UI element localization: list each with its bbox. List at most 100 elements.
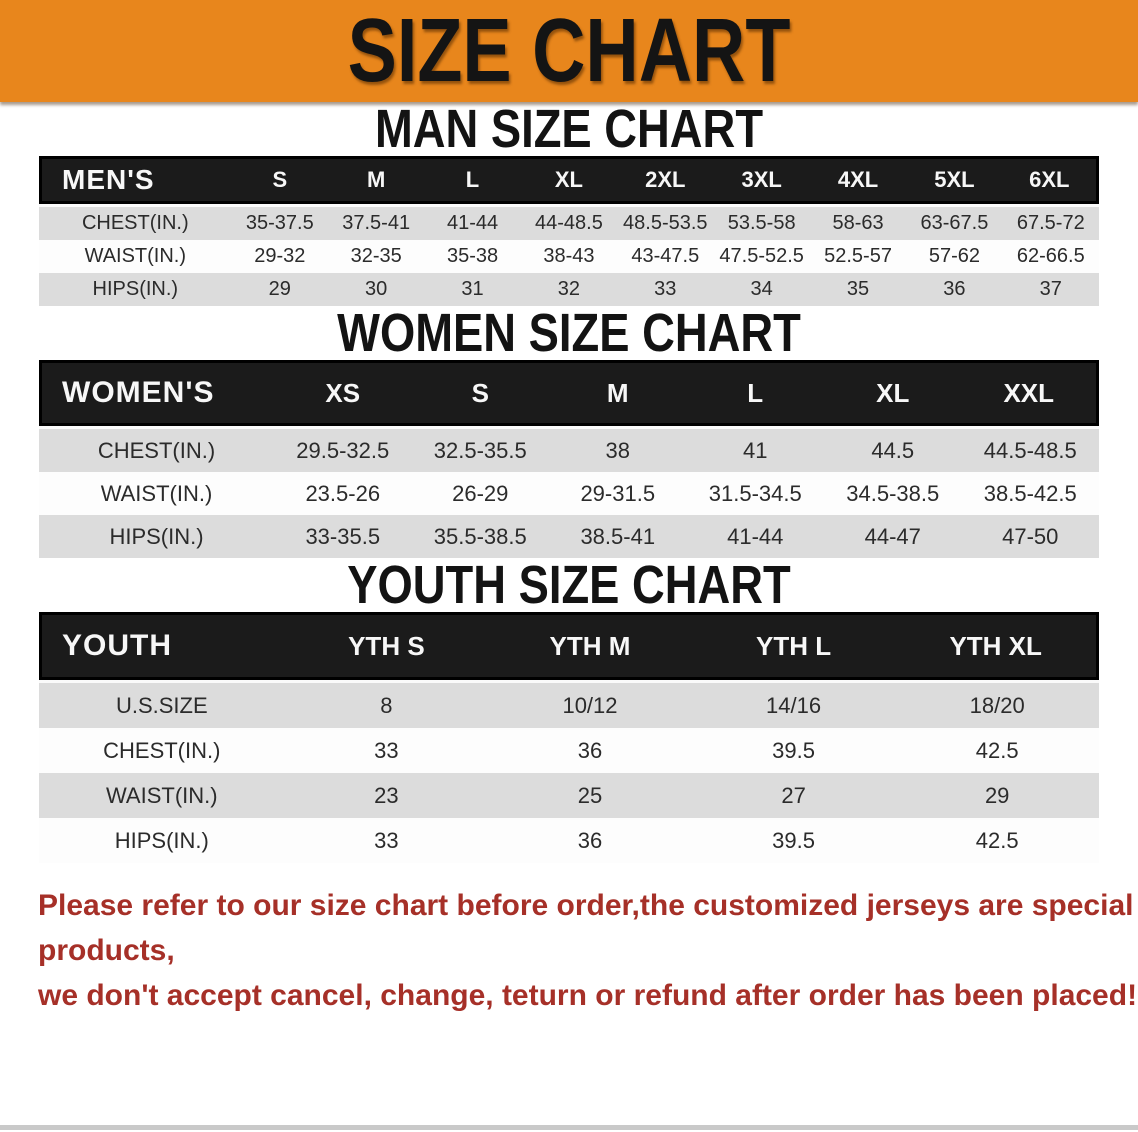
disclaimer-text: Please refer to our size chart before or…: [38, 883, 1138, 1018]
size-value-cell: 34: [713, 273, 810, 306]
table-row: CHEST(IN.) 33 36 39.5 42.5: [39, 728, 1099, 773]
size-value-cell: 41-44: [424, 204, 521, 240]
size-value-cell: 30: [327, 273, 425, 306]
table-row: HIPS(IN.) 33 36 39.5 42.5: [39, 818, 1099, 863]
size-value-cell: 47-50: [961, 515, 1099, 558]
size-value-cell: 37: [1002, 273, 1099, 306]
row-label: CHEST(IN.): [39, 204, 232, 240]
size-value-cell: 39.5: [691, 728, 896, 773]
size-value-cell: 44-48.5: [520, 204, 618, 240]
size-value-cell: 42.5: [895, 818, 1099, 863]
size-column-header: YTH S: [284, 612, 489, 680]
size-column-header: YTH XL: [895, 612, 1099, 680]
table-row: U.S.SIZE 8 10/12 14/16 18/20: [39, 680, 1099, 728]
size-column-header: S: [231, 156, 328, 204]
size-value-cell: 32.5-35.5: [411, 426, 549, 472]
size-value-cell: 35.5-38.5: [411, 515, 549, 558]
table-header-label: YOUTH: [39, 612, 285, 680]
row-label: WAIST(IN.): [39, 773, 285, 818]
size-column-header: 5XL: [906, 156, 1003, 204]
size-value-cell: 31.5-34.5: [686, 472, 824, 515]
row-label: U.S.SIZE: [39, 680, 285, 728]
table-header-row: WOMEN'S XS S M L XL XXL: [39, 360, 1099, 426]
size-column-header: XS: [274, 360, 412, 426]
size-column-header: XL: [520, 156, 618, 204]
disclaimer-line-2: we don't accept cancel, change, teturn o…: [38, 979, 1138, 1012]
size-value-cell: 35: [809, 273, 907, 306]
size-value-cell: 67.5-72: [1002, 204, 1099, 240]
size-value-cell: 38: [549, 426, 687, 472]
row-label: CHEST(IN.): [39, 728, 285, 773]
size-column-header: 4XL: [809, 156, 907, 204]
size-column-header: XL: [824, 360, 962, 426]
size-value-cell: 29-31.5: [549, 472, 687, 515]
women-section-heading: WOMEN SIZE CHART: [337, 303, 801, 363]
size-column-header: 6XL: [1002, 156, 1099, 204]
size-column-header: YTH M: [488, 612, 692, 680]
size-value-cell: 38.5-42.5: [961, 472, 1099, 515]
size-column-header: 2XL: [617, 156, 714, 204]
size-value-cell: 44-47: [824, 515, 962, 558]
size-value-cell: 31: [424, 273, 521, 306]
size-value-cell: 41: [686, 426, 824, 472]
size-value-cell: 58-63: [809, 204, 907, 240]
size-value-cell: 33: [617, 273, 714, 306]
size-value-cell: 36: [488, 818, 692, 863]
size-value-cell: 35-37.5: [231, 204, 328, 240]
size-value-cell: 29: [231, 273, 328, 306]
size-value-cell: 29.5-32.5: [274, 426, 412, 472]
size-value-cell: 37.5-41: [327, 204, 425, 240]
size-column-header: S: [411, 360, 549, 426]
banner-title: SIZE CHART: [347, 1, 791, 101]
size-value-cell: 44.5: [824, 426, 962, 472]
size-column-header: 3XL: [713, 156, 810, 204]
size-value-cell: 25: [488, 773, 692, 818]
table-row: HIPS(IN.) 33-35.5 35.5-38.5 38.5-41 41-44 44-…: [39, 515, 1099, 558]
size-value-cell: 53.5-58: [713, 204, 810, 240]
table-row: WAIST(IN.) 29-32 32-35 35-38 38-43 43-47.5 47.…: [39, 240, 1099, 273]
size-value-cell: 33: [284, 728, 489, 773]
disclaimer-line-1: Please refer to our size chart before or…: [38, 889, 1134, 967]
size-value-cell: 32-35: [327, 240, 425, 273]
size-value-cell: 38.5-41: [549, 515, 687, 558]
table-row: CHEST(IN.) 29.5-32.5 32.5-35.5 38 41 44.5 44.5…: [39, 426, 1099, 472]
size-value-cell: 29-32: [231, 240, 328, 273]
size-column-header: L: [424, 156, 521, 204]
size-value-cell: 36: [906, 273, 1003, 306]
size-column-header: L: [686, 360, 824, 426]
size-value-cell: 8: [284, 680, 489, 728]
men-size-table: MEN'S S M L XL 2XL 3XL 4XL 5XL 6XL CHEST(IN.) 35-37…: [39, 156, 1099, 306]
table-row: WAIST(IN.) 23 25 27 29: [39, 773, 1099, 818]
size-value-cell: 27: [691, 773, 896, 818]
size-value-cell: 41-44: [686, 515, 824, 558]
row-label: WAIST(IN.): [39, 240, 232, 273]
table-header-label: MEN'S: [39, 156, 232, 204]
size-value-cell: 62-66.5: [1002, 240, 1099, 273]
size-value-cell: 35-38: [424, 240, 521, 273]
row-label: CHEST(IN.): [39, 426, 274, 472]
table-row: CHEST(IN.) 35-37.5 37.5-41 41-44 44-48.5 48.5…: [39, 204, 1099, 240]
men-section-heading: MAN SIZE CHART: [374, 99, 764, 159]
table-header-label: WOMEN'S: [39, 360, 274, 426]
size-value-cell: 26-29: [411, 472, 549, 515]
size-column-header: M: [327, 156, 425, 204]
size-column-header: M: [549, 360, 687, 426]
size-value-cell: 42.5: [895, 728, 1099, 773]
women-size-table: WOMEN'S XS S M L XL XXL CHEST(IN.) 29.5-32.5 32.5…: [39, 360, 1099, 558]
size-value-cell: 23: [284, 773, 489, 818]
row-label: HIPS(IN.): [39, 818, 285, 863]
size-value-cell: 47.5-52.5: [713, 240, 810, 273]
row-label: HIPS(IN.): [39, 273, 232, 306]
size-value-cell: 63-67.5: [906, 204, 1003, 240]
table-header-row: YOUTH YTH S YTH M YTH L YTH XL: [39, 612, 1099, 680]
youth-size-table: YOUTH YTH S YTH M YTH L YTH XL U.S.SIZE 8 10/12…: [39, 612, 1099, 863]
youth-section-heading: YOUTH SIZE CHART: [347, 555, 791, 615]
size-value-cell: 44.5-48.5: [961, 426, 1099, 472]
size-value-cell: 36: [488, 728, 692, 773]
size-value-cell: 43-47.5: [617, 240, 714, 273]
size-value-cell: 14/16: [691, 680, 896, 728]
table-row: WAIST(IN.) 23.5-26 26-29 29-31.5 31.5-34.5 34…: [39, 472, 1099, 515]
size-value-cell: 39.5: [691, 818, 896, 863]
size-value-cell: 52.5-57: [809, 240, 907, 273]
row-label: HIPS(IN.): [39, 515, 274, 558]
